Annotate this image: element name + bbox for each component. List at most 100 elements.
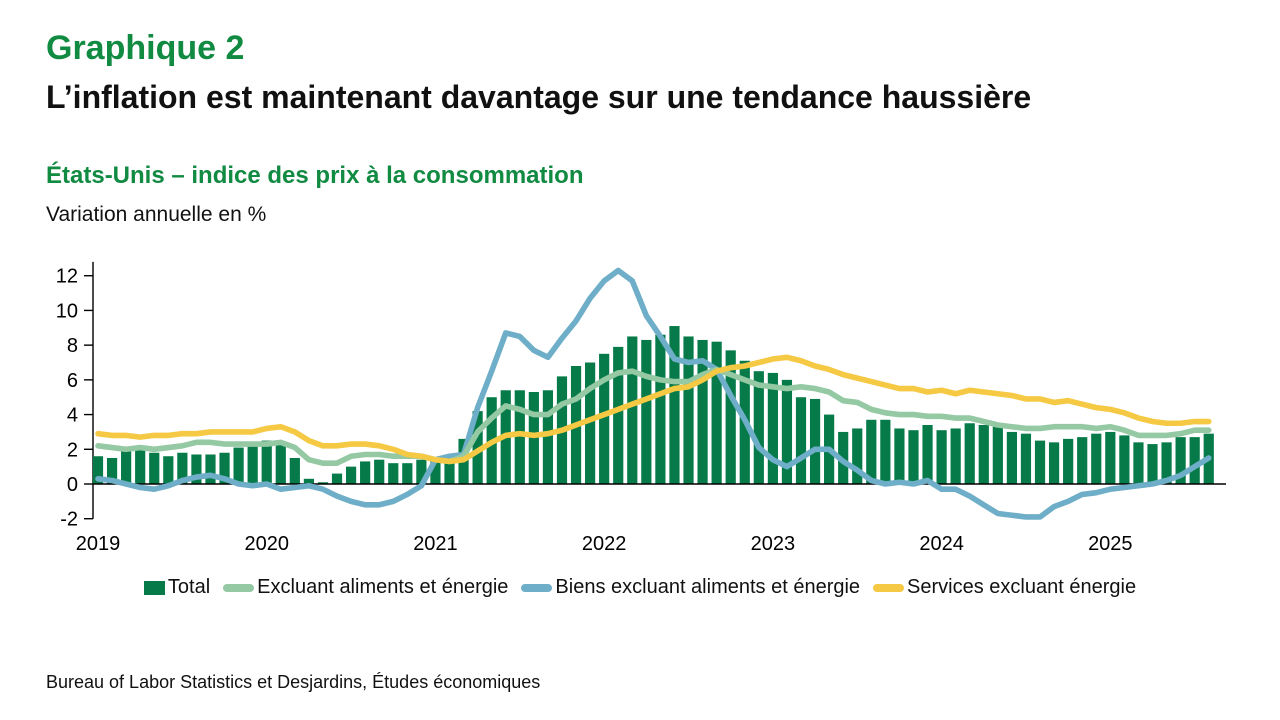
legend-item-services: Services excluant énergie	[873, 576, 1136, 599]
bar-total	[177, 452, 188, 484]
bar-total	[683, 336, 694, 484]
bar-total	[964, 423, 975, 484]
bar-total	[922, 424, 933, 484]
figure-label: Graphique 2	[46, 29, 245, 67]
bar-total	[1119, 435, 1130, 484]
bar-total	[1034, 440, 1046, 484]
bar-total	[613, 346, 624, 484]
bar-total	[1077, 437, 1088, 484]
bar-total	[950, 428, 961, 484]
y-axis-tick-label: 2	[67, 439, 78, 461]
y-axis-tick-label: 12	[56, 266, 78, 288]
bar-total	[711, 341, 722, 484]
bar-total	[135, 449, 146, 484]
line-series-services	[95, 354, 1212, 465]
bar-total	[191, 454, 202, 484]
legend-swatch-services	[873, 583, 905, 592]
bar-total	[542, 390, 554, 484]
bar-total	[374, 459, 385, 484]
legend-swatch-total	[143, 580, 165, 595]
bar-total	[92, 456, 104, 484]
bar-total	[303, 478, 314, 484]
bar-total	[360, 461, 371, 484]
legend-swatch-goods	[521, 583, 553, 592]
bar-total	[627, 336, 638, 484]
bar-total	[992, 426, 1003, 484]
bar-total	[1063, 438, 1074, 484]
chart-heading: États-Unis – indice des prix à la consom…	[46, 162, 584, 189]
x-axis-year-label: 2022	[582, 533, 627, 555]
bar-total	[317, 482, 329, 484]
x-axis-year-label: 2020	[244, 533, 289, 555]
bar-total	[599, 353, 610, 484]
bar-total	[894, 428, 905, 484]
bar-total	[655, 334, 666, 484]
legend-label-services: Services excluant énergie	[907, 576, 1137, 598]
bar-total	[795, 397, 807, 484]
bar-total	[233, 447, 244, 484]
bar-total	[1048, 442, 1060, 484]
figure-title: L’inflation est maintenant davantage sur…	[46, 79, 1032, 115]
bar-total	[289, 457, 300, 484]
bar-total	[697, 339, 708, 484]
bar-total	[106, 457, 118, 484]
bar-total	[585, 362, 596, 484]
bar-total	[1105, 431, 1116, 484]
x-axis-year-label: 2024	[919, 533, 964, 555]
bar-total	[1147, 444, 1158, 484]
legend-item-goods: Biens excluant aliments et énergie	[521, 576, 860, 599]
bar-total	[669, 326, 680, 484]
line-series-goods	[95, 267, 1212, 520]
bar-total	[1189, 437, 1200, 484]
bar-total	[781, 379, 793, 484]
bar-total	[725, 350, 736, 484]
bar-total	[641, 339, 652, 484]
y-axis-tick-label: -2	[60, 509, 78, 531]
bar-total	[1091, 433, 1102, 484]
y-axis-tick-label: 0	[67, 474, 78, 496]
legend-item-total: Total	[143, 576, 211, 599]
x-axis-year-label: 2021	[413, 533, 458, 555]
bar-total	[247, 444, 258, 484]
bar-total	[275, 444, 286, 484]
bar-total	[219, 452, 230, 484]
legend-item-core: Excluant aliments et énergie	[223, 576, 508, 599]
bar-total	[753, 371, 764, 484]
bar-total	[430, 459, 441, 484]
cpi-chart: -2 0 2 4 6 8 10 12 2019 2020 2021 2022 2023 2024 2025	[56, 261, 1226, 555]
x-axis-year-label: 2025	[1088, 533, 1133, 555]
y-axis-tick-label: 8	[67, 335, 78, 357]
bar-total	[936, 430, 947, 484]
bar-total	[1175, 437, 1186, 484]
bar-total	[472, 411, 483, 484]
y-axis-tick-label: 10	[56, 300, 78, 322]
bar-total	[767, 372, 778, 484]
bar-total	[1133, 442, 1144, 484]
x-axis-year-label: 2023	[751, 533, 796, 555]
bar-total	[345, 466, 357, 484]
bar-total	[121, 451, 132, 484]
bar-total	[1161, 442, 1172, 484]
bar-total	[205, 454, 216, 484]
bar-total	[1020, 433, 1032, 484]
bar-total	[163, 456, 174, 484]
bar-total	[331, 473, 343, 484]
bar-total	[809, 398, 821, 484]
chart-legend: Total Excluant aliments et énergie Biens e…	[0, 576, 1280, 599]
bar-total	[978, 424, 989, 484]
legend-label-goods: Biens excluant aliments et énergie	[555, 576, 861, 598]
bar-series-total	[92, 326, 1214, 484]
bar-total	[1006, 431, 1017, 484]
bar-total	[866, 419, 877, 484]
bar-total	[444, 454, 455, 484]
bar-total	[908, 430, 919, 484]
bar-total	[402, 463, 413, 484]
legend-label-core: Excluant aliments et énergie	[257, 576, 509, 598]
bar-total	[880, 419, 891, 484]
x-axis-year-label: 2019	[76, 533, 121, 555]
legend-label-total: Total	[167, 576, 211, 598]
legend-swatch-core	[223, 583, 255, 592]
bar-total	[261, 440, 272, 484]
y-axis-tick-label: 4	[67, 405, 78, 427]
